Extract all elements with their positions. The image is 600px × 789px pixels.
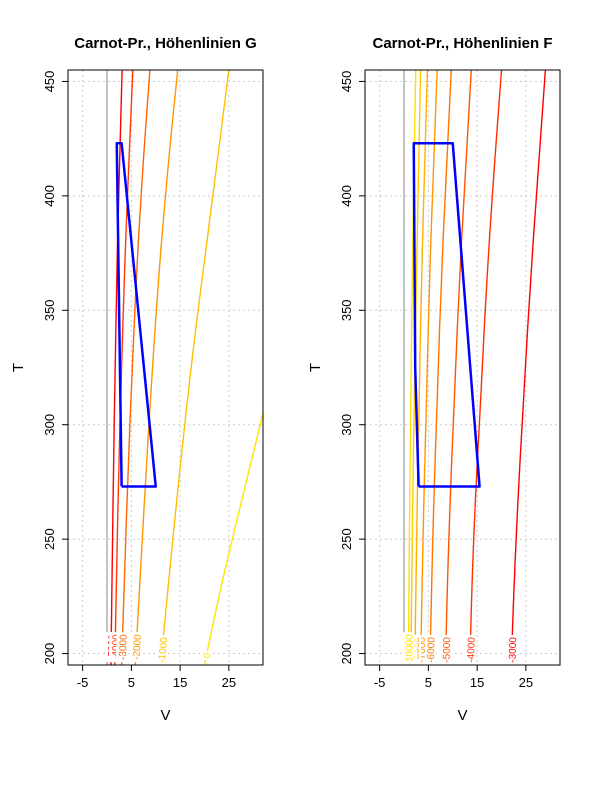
figure-svg: -5000-4000-3000-2000-10000-5515252002503… (0, 0, 600, 789)
y-tick-label: 450 (42, 71, 57, 93)
y-tick-label: 250 (339, 528, 354, 550)
y-axis-label: T (10, 363, 27, 372)
y-tick-label: 200 (339, 643, 354, 665)
y-tick-label: 300 (339, 414, 354, 436)
y-tick-label: 350 (339, 299, 354, 321)
y-tick-label: 300 (42, 414, 57, 436)
x-tick-label: -5 (374, 675, 386, 690)
contour-label: -5000 (442, 637, 454, 663)
panel-title: Carnot-Pr., Höhenlinien F (372, 35, 552, 52)
y-tick-label: 350 (42, 299, 57, 321)
contour-label: -2000 (132, 634, 144, 661)
contour-label: -3000 (118, 634, 130, 660)
figure-container: -5000-4000-3000-2000-10000-5515252002503… (0, 0, 600, 789)
contour-label: -3000 (507, 637, 519, 663)
x-axis-label: V (160, 707, 170, 724)
x-tick-label: 5 (425, 675, 432, 690)
y-tick-label: 250 (42, 528, 57, 550)
panel-title: Carnot-Pr., Höhenlinien G (74, 35, 257, 52)
y-tick-label: 400 (339, 185, 354, 207)
contour-label: -10000 (404, 634, 415, 666)
x-tick-label: 25 (519, 675, 533, 690)
x-tick-label: 5 (128, 675, 135, 690)
x-tick-label: 25 (222, 675, 236, 690)
x-tick-label: -5 (77, 675, 89, 690)
x-tick-label: 15 (470, 675, 484, 690)
x-tick-label: 15 (173, 675, 187, 690)
contour-label: -4000 (466, 637, 478, 663)
y-axis-label: T (307, 363, 324, 372)
y-tick-label: 200 (42, 643, 57, 665)
y-tick-label: 400 (42, 185, 57, 207)
y-tick-label: 450 (339, 71, 354, 93)
x-axis-label: V (457, 707, 467, 724)
